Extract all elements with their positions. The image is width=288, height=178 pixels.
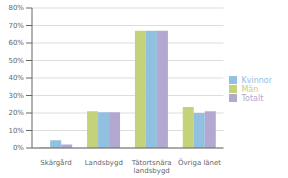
svg-text:Övriga länet: Övriga länet bbox=[178, 158, 221, 167]
svg-text:0%: 0% bbox=[13, 144, 24, 152]
svg-text:Landsbygd: Landsbygd bbox=[85, 159, 123, 167]
svg-text:Tätortsnäralandsbygd: Tätortsnäralandsbygd bbox=[131, 159, 172, 175]
svg-text:40%: 40% bbox=[8, 74, 24, 82]
svg-text:10%: 10% bbox=[8, 127, 24, 135]
html-text:Män: Män bbox=[241, 84, 259, 94]
svg-text:30%: 30% bbox=[8, 92, 24, 100]
svg-text:70%: 70% bbox=[8, 22, 24, 30]
html-text:Totalt: Totalt bbox=[241, 93, 264, 103]
svg-text:80%: 80% bbox=[8, 4, 24, 12]
html-text:Kvinnor: Kvinnor bbox=[241, 75, 272, 85]
svg-text:50%: 50% bbox=[8, 57, 24, 65]
svg-text:60%: 60% bbox=[8, 39, 24, 47]
svg-text:Skärgård: Skärgård bbox=[40, 158, 71, 167]
svg-text:20%: 20% bbox=[8, 109, 24, 117]
